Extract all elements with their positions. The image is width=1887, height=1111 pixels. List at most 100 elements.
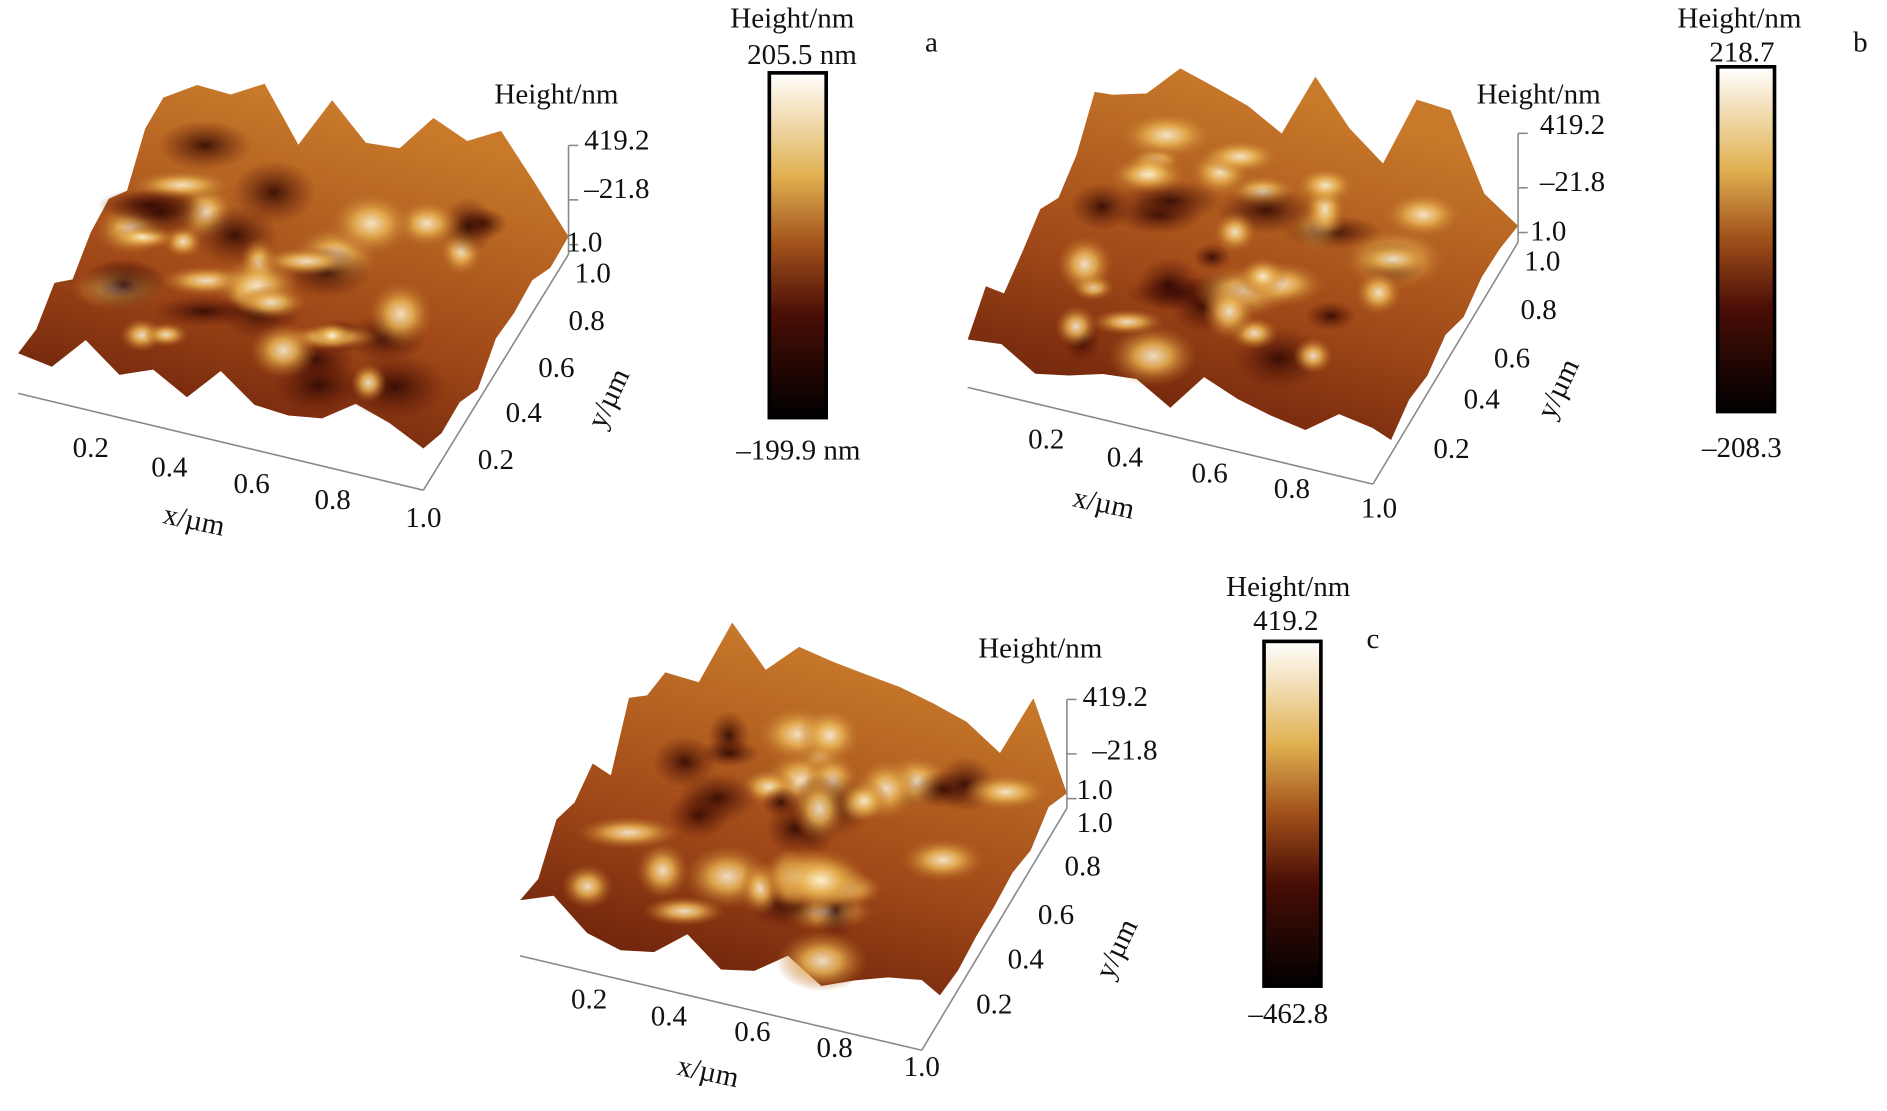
x-tick-label: 0.4 <box>651 1000 688 1032</box>
surface-feature <box>350 362 387 403</box>
surface-feature <box>1238 256 1288 296</box>
surface-feature <box>249 322 318 379</box>
x-tick-label: 0.2 <box>571 984 607 1016</box>
panel-label: c <box>1366 623 1379 655</box>
surface-feature <box>234 285 308 320</box>
surface-feature <box>157 120 253 171</box>
z-title: Height/nm <box>978 633 1103 665</box>
y-tick-label: 0.2 <box>1433 433 1469 465</box>
surface-feature <box>1349 241 1437 278</box>
y-tick-label: 0.6 <box>538 352 574 384</box>
colorbar-title: Height/nm <box>730 3 855 35</box>
colorbar-title: Height/nm <box>1677 3 1802 35</box>
surface-feature <box>1354 270 1403 316</box>
y-tick-label: 0.4 <box>506 397 543 429</box>
z-tick-label: –21.8 <box>1539 166 1605 198</box>
surface-feature <box>1202 283 1256 340</box>
x-tick-label: 1.0 <box>1361 492 1397 524</box>
x-tick-label: 0.6 <box>1191 457 1227 489</box>
surface-feature <box>838 779 890 822</box>
y-axis-label: y/µm <box>1089 914 1144 984</box>
z-tick-label: 419.2 <box>1083 681 1148 713</box>
z-tick-label: 419.2 <box>584 125 649 157</box>
z-tick-label: 1.0 <box>566 226 602 258</box>
z-title: Height/nm <box>1477 79 1602 111</box>
z-tick-label: –21.8 <box>583 173 649 205</box>
surface-feature <box>1198 138 1282 175</box>
surface-feature <box>792 775 847 843</box>
x-tick-label: 0.6 <box>734 1016 770 1048</box>
surface-feature <box>1054 305 1098 348</box>
colorbar <box>1262 639 1323 988</box>
x-tick-label: 0.8 <box>315 484 351 516</box>
colorbar-title: Height/nm <box>1226 571 1351 603</box>
y-tick-label: 0.8 <box>1520 294 1556 326</box>
x-tick-label: 0.2 <box>73 432 109 464</box>
colorbar <box>1715 65 1777 414</box>
y-tick-label: 0.8 <box>1064 850 1100 882</box>
x-axis <box>519 955 922 1051</box>
surface-feature <box>1294 166 1357 205</box>
surface-feature <box>677 772 758 824</box>
y-axis <box>1372 241 1519 485</box>
y-tick-label: 1.0 <box>1077 807 1113 839</box>
surface-feature <box>699 739 761 768</box>
y-tick-label: 1.0 <box>575 258 611 290</box>
surface-feature <box>1193 243 1232 271</box>
surface-feature <box>900 837 986 883</box>
x-axis <box>967 386 1374 485</box>
x-axis-label: x/µm <box>675 1050 743 1094</box>
surface-feature <box>774 847 868 913</box>
z-tick-label: 1.0 <box>1077 774 1113 806</box>
surface-feature <box>575 816 682 849</box>
x-axis-label: x/µm <box>160 498 228 542</box>
surface-feature <box>1381 190 1465 239</box>
surface-feature <box>1108 325 1198 387</box>
surface-feature <box>642 896 726 926</box>
surface-feature <box>775 930 869 992</box>
y-axis <box>422 253 570 491</box>
x-tick-label: 0.4 <box>1107 442 1144 474</box>
x-tick-label: 0.2 <box>1028 423 1064 455</box>
x-axis-label: x/µm <box>1070 482 1138 526</box>
x-tick-label: 0.6 <box>233 468 269 500</box>
surface-feature <box>761 785 801 819</box>
x-tick-label: 0.4 <box>151 451 188 483</box>
colorbar-max: 218.7 <box>1709 36 1774 68</box>
x-tick-label: 1.0 <box>405 502 441 534</box>
surface-feature <box>311 322 353 349</box>
surface-feature <box>144 322 189 347</box>
y-axis-label: y/µm <box>581 363 636 433</box>
panel-label: a <box>925 27 938 59</box>
surface-feature <box>82 257 166 313</box>
x-tick-label: 0.8 <box>816 1032 852 1064</box>
z-tick-label: 419.2 <box>1540 109 1605 141</box>
z-title: Height/nm <box>494 79 619 111</box>
colorbar-min: –208.3 <box>1701 432 1782 464</box>
surface-feature <box>652 735 717 788</box>
y-axis <box>921 807 1068 1051</box>
surface-feature <box>328 190 415 257</box>
y-tick-label: 0.2 <box>478 444 514 476</box>
z-tick-label: –21.8 <box>1091 734 1157 766</box>
x-tick-label: 0.8 <box>1274 473 1310 505</box>
colorbar-min: –462.8 <box>1247 998 1328 1030</box>
colorbar <box>767 71 828 420</box>
surface-feature <box>111 188 211 238</box>
surface-feature <box>1055 235 1114 294</box>
surface-feature <box>797 705 863 766</box>
surface-feature <box>1107 155 1189 195</box>
z-tick-label: 1.0 <box>1530 215 1566 247</box>
surface-feature <box>1212 211 1257 254</box>
surface-feature <box>961 773 1051 811</box>
y-tick-label: 0.2 <box>976 988 1012 1020</box>
surface <box>967 68 1519 440</box>
y-tick-label: 0.4 <box>1464 384 1501 416</box>
y-tick-label: 0.4 <box>1008 944 1045 976</box>
colorbar-max: 419.2 <box>1253 605 1318 637</box>
panel-label: b <box>1853 27 1868 59</box>
y-tick-label: 0.6 <box>1494 342 1530 374</box>
surface-feature <box>561 864 614 909</box>
